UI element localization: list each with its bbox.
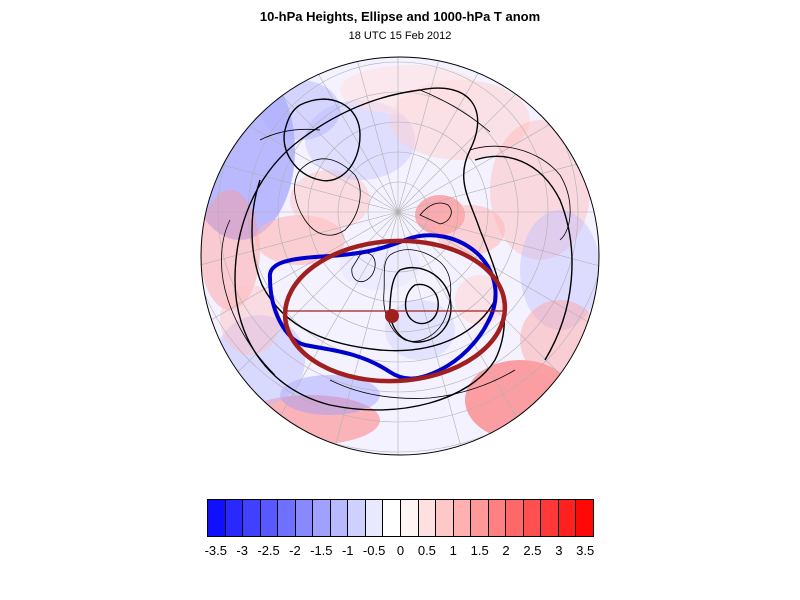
coastline	[419, 202, 452, 225]
anomaly-patch	[340, 65, 480, 115]
coastline	[329, 369, 516, 399]
colorbar-swatch	[436, 500, 454, 536]
vortex-edge-contour	[267, 233, 498, 381]
height-contour	[474, 155, 573, 361]
colorbar-swatch	[278, 500, 296, 536]
colorbar-swatch	[523, 500, 542, 536]
anomaly-patch	[435, 205, 505, 255]
longitude-line	[320, 57, 399, 213]
colorbar-swatch	[541, 500, 559, 536]
anomaly-patch	[280, 375, 380, 415]
longitude-line	[397, 57, 549, 213]
colorbar-swatch	[453, 500, 472, 536]
colorbar-tick-label: 0	[396, 543, 405, 558]
map-globe	[201, 57, 599, 455]
longitude-line	[397, 57, 599, 213]
longitude-line	[247, 57, 399, 213]
anomaly-patch	[220, 285, 280, 355]
colorbar-tick-label: -3.5	[204, 543, 227, 558]
coastline	[294, 158, 361, 236]
colorbar-tick-label: 1	[449, 543, 457, 558]
colorbar-swatch	[365, 500, 384, 536]
colorbar-tick-label: -0.5	[362, 543, 386, 558]
anomaly-patch	[201, 190, 260, 310]
colorbar-tick-label: -1.5	[310, 543, 333, 558]
height-contour	[389, 266, 452, 343]
colorbar-swatch	[295, 500, 314, 536]
colorbar-tick-label: 0.5	[417, 543, 436, 558]
globe-outline	[200, 56, 600, 456]
longitude-line	[201, 211, 399, 363]
colorbar-tick-label: 1.5	[470, 543, 489, 558]
colorbar-swatch	[313, 500, 331, 536]
coastline	[383, 249, 452, 342]
anomaly-patch	[520, 300, 599, 380]
graticule	[201, 57, 599, 455]
colorbar-tick-label: -2	[289, 543, 301, 558]
colorbar-swatch	[576, 500, 594, 536]
longitude-line	[397, 57, 476, 213]
height-contour	[283, 98, 361, 182]
colorbar-swatch	[488, 500, 507, 536]
vortex-ellipse	[282, 238, 508, 384]
colorbar-swatch	[558, 500, 577, 536]
coastline	[351, 252, 376, 283]
anomaly-patch	[520, 210, 599, 330]
coastline	[469, 145, 571, 241]
colorbar-swatch	[401, 500, 419, 536]
colorbar-swatch	[471, 500, 489, 536]
height-contour	[404, 283, 439, 325]
colorbar	[207, 499, 594, 537]
height-contour	[251, 179, 496, 352]
longitude-line	[397, 211, 599, 290]
colorbar-tick-label: 3	[555, 543, 563, 558]
anomaly-patch	[290, 170, 370, 230]
height-contour	[234, 87, 506, 411]
map-subtitle: 18 UTC 15 Feb 2012	[348, 30, 452, 42]
colorbar-tick-label: -2.5	[257, 543, 280, 558]
longitude-line	[201, 134, 399, 213]
coastline	[419, 89, 491, 133]
colorbar-swatch	[348, 500, 366, 536]
colorbar-tick-label: 2.5	[523, 543, 542, 558]
colorbar-labels: -3.5 -3 -2.5 -2 -1.5 -1 -0.5 0 0.5 1 1.5 2 2.5 3 3.5	[204, 543, 595, 561]
colorbar-tick-label: 3.5	[576, 543, 595, 558]
colorbar-tick-label: -1	[341, 543, 354, 558]
colorbar-swatch	[383, 500, 402, 536]
ellipse-centroid-marker	[385, 309, 399, 323]
longitude-line	[201, 61, 399, 213]
colorbar-tick-label: -3	[236, 543, 248, 558]
longitude-line	[201, 57, 399, 213]
map-title: 10-hPa Heights, Ellipse and 1000-hPa T a…	[259, 9, 541, 24]
colorbar-tick-label: 2	[502, 543, 510, 558]
colorbar-swatch	[243, 500, 261, 536]
colorbar-swatch	[260, 500, 279, 536]
colorbar-swatch	[418, 500, 437, 536]
colorbar-swatch	[330, 500, 349, 536]
anomaly-patch	[490, 120, 590, 260]
colorbar-swatch	[506, 500, 524, 536]
colorbar-swatch	[225, 500, 244, 536]
height-contours	[234, 87, 573, 411]
colorbar-swatch	[208, 500, 226, 536]
longitude-line	[397, 61, 599, 213]
longitude-line	[397, 134, 599, 213]
